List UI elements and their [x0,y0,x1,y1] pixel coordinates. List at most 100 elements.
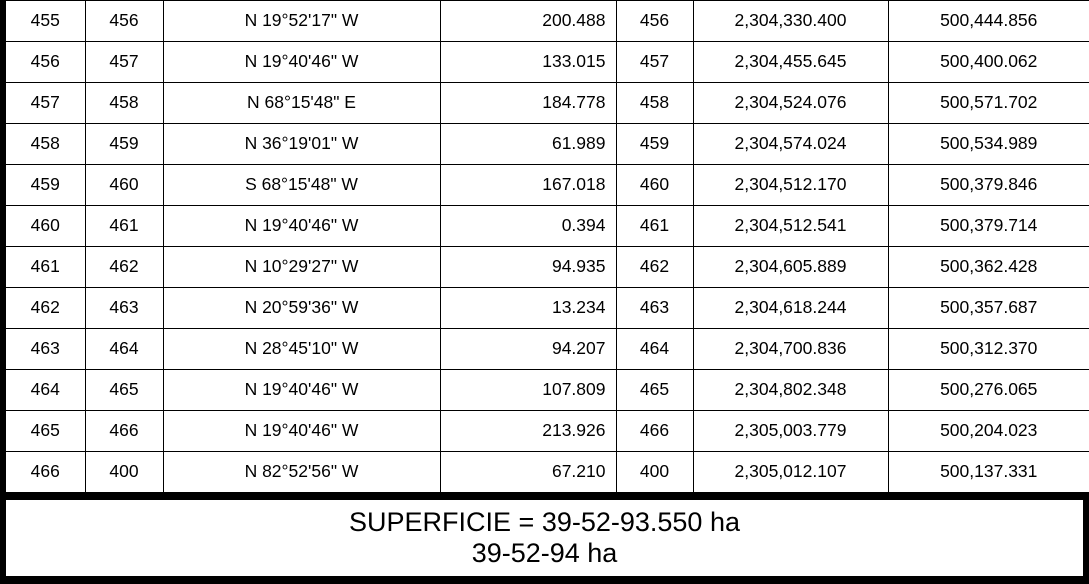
cell-station-to: 464 [84,328,164,370]
cell-easting: 500,357.687 [887,287,1089,329]
cell-distance: 133.015 [439,41,617,83]
cell-easting: 500,400.062 [887,41,1089,83]
cell-distance: 200.488 [439,0,617,42]
cell-point: 463 [615,287,694,329]
cell-distance: 107.809 [439,369,617,411]
cell-station-from: 461 [0,246,86,288]
cell-station-to: 458 [84,82,164,124]
cell-station-to: 400 [84,451,164,493]
cell-station-from: 456 [0,41,86,83]
cell-northing: 2,304,618.244 [692,287,889,329]
table-row: 463 464 N 28°45'10" W 94.207 464 2,304,7… [0,328,1089,370]
cell-bearing: N 68°15'48" E [162,82,441,124]
cell-station-to: 460 [84,164,164,206]
cell-easting: 500,444.856 [887,0,1089,42]
cell-station-from: 462 [0,287,86,329]
cell-station-to: 461 [84,205,164,247]
table-row: 458 459 N 36°19'01" W 61.989 459 2,304,5… [0,123,1089,165]
superficie-total-line: SUPERFICIE = 39-52-93.550 ha [349,507,740,537]
cell-station-from: 459 [0,164,86,206]
cell-bearing: N 10°29'27" W [162,246,441,288]
cell-easting: 500,137.331 [887,451,1089,493]
cell-northing: 2,304,455.645 [692,41,889,83]
cell-distance: 94.935 [439,246,617,288]
cell-bearing: N 19°40'46" W [162,205,441,247]
cell-northing: 2,305,012.107 [692,451,889,493]
cell-distance: 13.234 [439,287,617,329]
cell-northing: 2,304,524.076 [692,82,889,124]
superficie-rounded-line: 39-52-94 ha [471,538,618,569]
superficie-summary-band: SUPERFICIE = 39-52-93.550 ha 39-52-94 ha [0,493,1089,584]
cell-northing: 2,304,802.348 [692,369,889,411]
cell-easting: 500,204.023 [887,410,1089,452]
cell-bearing: N 28°45'10" W [162,328,441,370]
cell-point: 465 [615,369,694,411]
cell-northing: 2,304,574.024 [692,123,889,165]
cell-bearing: N 20°59'36" W [162,287,441,329]
cell-bearing: N 36°19'01" W [162,123,441,165]
cell-northing: 2,304,700.836 [692,328,889,370]
cell-point: 462 [615,246,694,288]
cell-station-from: 464 [0,369,86,411]
cell-point: 461 [615,205,694,247]
cell-easting: 500,379.714 [887,205,1089,247]
cell-station-from: 457 [0,82,86,124]
cell-easting: 500,362.428 [887,246,1089,288]
table-row: 457 458 N 68°15'48" E 184.778 458 2,304,… [0,82,1089,124]
cell-station-to: 466 [84,410,164,452]
cell-easting: 500,571.702 [887,82,1089,124]
table-row: 466 400 N 82°52'56" W 67.210 400 2,305,0… [0,451,1089,493]
cell-distance: 213.926 [439,410,617,452]
table-row: 462 463 N 20°59'36" W 13.234 463 2,304,6… [0,287,1089,329]
cell-bearing: N 19°52'17" W [162,0,441,42]
cell-easting: 500,379.846 [887,164,1089,206]
cell-station-to: 459 [84,123,164,165]
cell-bearing: N 19°40'46" W [162,410,441,452]
cell-station-to: 457 [84,41,164,83]
cell-distance: 184.778 [439,82,617,124]
cell-station-to: 456 [84,0,164,42]
cell-station-from: 466 [0,451,86,493]
cell-distance: 94.207 [439,328,617,370]
cell-point: 456 [615,0,694,42]
table-row: 461 462 N 10°29'27" W 94.935 462 2,304,6… [0,246,1089,288]
table-row: 465 466 N 19°40'46" W 213.926 466 2,305,… [0,410,1089,452]
cell-point: 464 [615,328,694,370]
cell-northing: 2,304,605.889 [692,246,889,288]
table-row: 455 456 N 19°52'17" W 200.488 456 2,304,… [0,0,1089,42]
cell-point: 460 [615,164,694,206]
coordinates-table: 455 456 N 19°52'17" W 200.488 456 2,304,… [0,0,1089,493]
cell-point: 458 [615,82,694,124]
cell-bearing: N 82°52'56" W [162,451,441,493]
cell-point: 459 [615,123,694,165]
cell-station-from: 460 [0,205,86,247]
cell-station-to: 465 [84,369,164,411]
cell-station-from: 458 [0,123,86,165]
cell-distance: 67.210 [439,451,617,493]
cell-point: 400 [615,451,694,493]
cell-station-from: 463 [0,328,86,370]
cell-station-from: 455 [0,0,86,42]
table-row: 459 460 S 68°15'48" W 167.018 460 2,304,… [0,164,1089,206]
cell-easting: 500,312.370 [887,328,1089,370]
cell-point: 466 [615,410,694,452]
table-row: 456 457 N 19°40'46" W 133.015 457 2,304,… [0,41,1089,83]
cell-station-from: 465 [0,410,86,452]
cell-bearing: N 19°40'46" W [162,41,441,83]
cell-northing: 2,304,512.170 [692,164,889,206]
cell-station-to: 462 [84,246,164,288]
cell-northing: 2,304,330.400 [692,0,889,42]
coordinates-table-body: 455 456 N 19°52'17" W 200.488 456 2,304,… [0,0,1089,493]
cell-point: 457 [615,41,694,83]
cell-easting: 500,534.989 [887,123,1089,165]
cell-northing: 2,304,512.541 [692,205,889,247]
cell-bearing: S 68°15'48" W [162,164,441,206]
table-row: 460 461 N 19°40'46" W 0.394 461 2,304,51… [0,205,1089,247]
cell-distance: 61.989 [439,123,617,165]
cell-northing: 2,305,003.779 [692,410,889,452]
cell-station-to: 463 [84,287,164,329]
cell-bearing: N 19°40'46" W [162,369,441,411]
table-row: 464 465 N 19°40'46" W 107.809 465 2,304,… [0,369,1089,411]
cell-distance: 167.018 [439,164,617,206]
